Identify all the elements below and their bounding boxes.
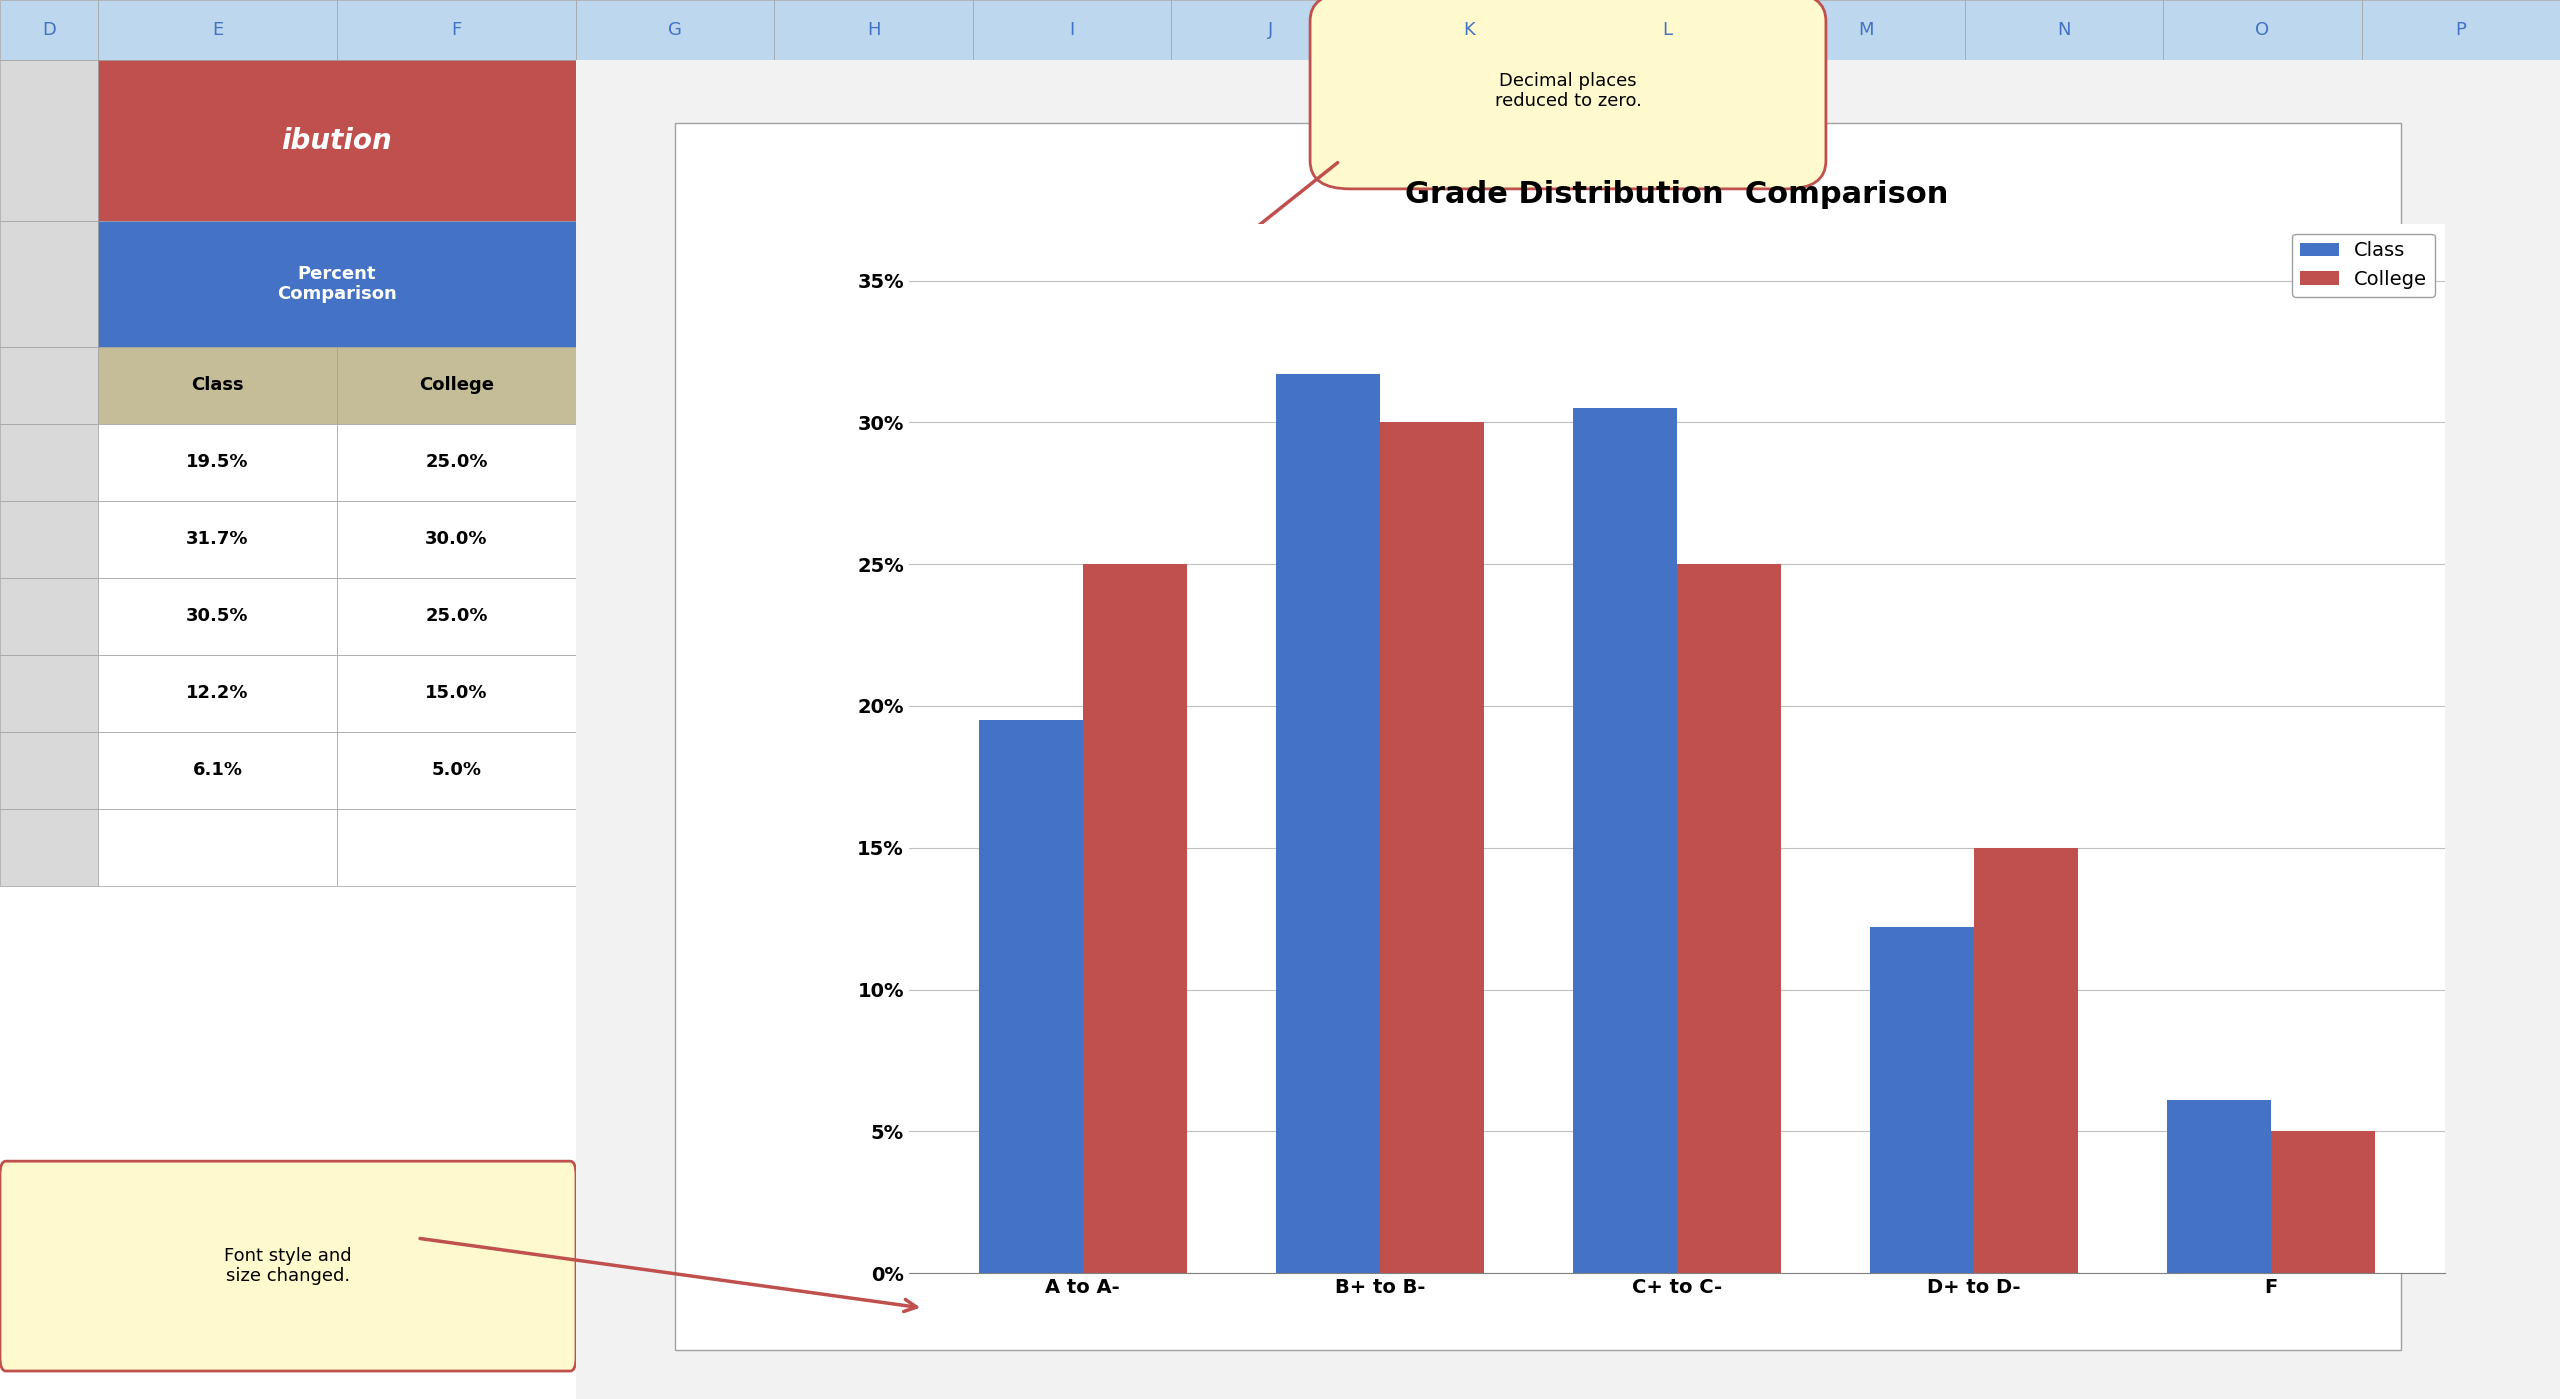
Bar [0, 424, 97, 501]
Text: P: P [2455, 21, 2465, 39]
Text: N: N [2058, 21, 2071, 39]
Bar [1172, 0, 1370, 60]
Bar [1083, 564, 1188, 1273]
Bar [1974, 848, 2079, 1273]
Text: 31.7%: 31.7% [187, 530, 248, 548]
Bar [338, 655, 576, 732]
Bar [0, 809, 97, 886]
Bar [338, 347, 576, 424]
Bar [1380, 422, 1485, 1273]
Bar [97, 809, 338, 886]
Text: D: D [41, 21, 56, 39]
Bar [338, 809, 576, 886]
Bar [338, 424, 576, 501]
FancyBboxPatch shape [1311, 0, 1825, 189]
Bar [2166, 1100, 2271, 1273]
Text: M: M [1859, 21, 1874, 39]
Bar [338, 0, 576, 60]
Bar [576, 0, 773, 60]
Bar [676, 123, 2401, 1350]
Text: 25.0%: 25.0% [425, 453, 489, 471]
Title: Grade Distribution  Comparison: Grade Distribution Comparison [1405, 180, 1948, 208]
Text: F: F [451, 21, 461, 39]
Text: I: I [1070, 21, 1075, 39]
Bar [97, 655, 338, 732]
Bar [97, 578, 338, 655]
Text: ibution: ibution [282, 126, 392, 155]
Bar [978, 720, 1083, 1273]
Bar [97, 60, 576, 221]
Bar [1567, 0, 1766, 60]
FancyBboxPatch shape [0, 1161, 576, 1371]
Bar [2363, 0, 2560, 60]
Bar [1275, 374, 1380, 1273]
Bar [0, 655, 97, 732]
Text: E: E [212, 21, 223, 39]
Text: 25.0%: 25.0% [425, 607, 489, 625]
Bar [0, 0, 97, 60]
Text: Class: Class [192, 376, 243, 395]
Bar [0, 221, 97, 347]
Text: 12.2%: 12.2% [187, 684, 248, 702]
Bar [97, 347, 338, 424]
Bar [1370, 0, 1567, 60]
Bar [1966, 0, 2163, 60]
Text: 19.5%: 19.5% [187, 453, 248, 471]
Text: J: J [1267, 21, 1272, 39]
Text: Percent
Comparison: Percent Comparison [276, 264, 397, 304]
Bar [0, 578, 97, 655]
Bar [0, 501, 97, 578]
Bar [1869, 928, 1974, 1273]
Bar [97, 221, 576, 347]
Bar [773, 0, 973, 60]
Bar [338, 501, 576, 578]
Text: O: O [2255, 21, 2271, 39]
Text: Font style and
size changed.: Font style and size changed. [225, 1247, 351, 1286]
Bar [97, 424, 338, 501]
Text: 15.0%: 15.0% [425, 684, 489, 702]
Bar [2163, 0, 2360, 60]
Bar [973, 0, 1172, 60]
Bar [1766, 0, 1966, 60]
Text: 5.0%: 5.0% [433, 761, 481, 779]
Text: L: L [1661, 21, 1672, 39]
Text: Decimal places
reduced to zero.: Decimal places reduced to zero. [1495, 71, 1641, 111]
Bar [0, 347, 97, 424]
Bar [338, 732, 576, 809]
Text: College: College [420, 376, 494, 395]
Bar [2271, 1132, 2376, 1273]
Bar [97, 0, 338, 60]
Bar [0, 732, 97, 809]
Text: H: H [868, 21, 881, 39]
Legend: Class, College: Class, College [2291, 234, 2435, 297]
Bar [97, 501, 338, 578]
Bar [1677, 564, 1782, 1273]
Bar [0, 60, 97, 221]
Bar [97, 732, 338, 809]
Bar [338, 578, 576, 655]
Bar [1572, 409, 1677, 1273]
Text: G: G [668, 21, 681, 39]
Text: 30.5%: 30.5% [187, 607, 248, 625]
Text: K: K [1462, 21, 1475, 39]
Text: 30.0%: 30.0% [425, 530, 489, 548]
Text: 6.1%: 6.1% [192, 761, 243, 779]
